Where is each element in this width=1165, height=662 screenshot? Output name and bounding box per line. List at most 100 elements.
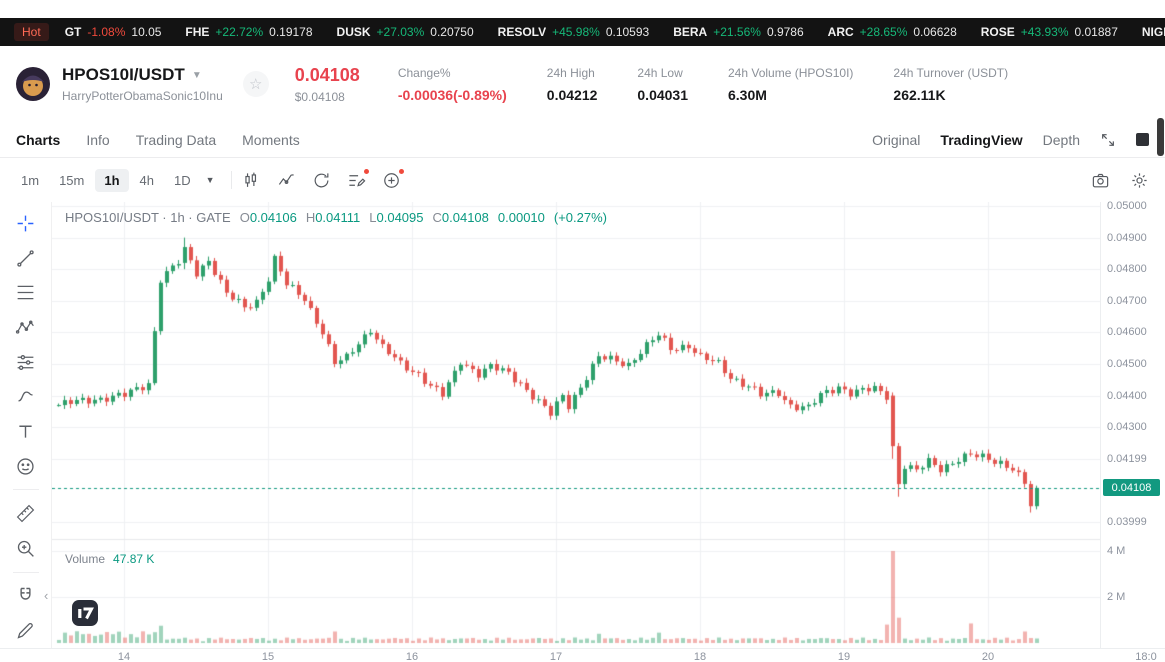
stat-24h-high: 24h High 0.04212 — [547, 66, 598, 103]
prediction-tool-icon[interactable] — [9, 345, 43, 380]
pencil-tool-icon[interactable] — [9, 613, 43, 648]
ticker-change: +22.72% — [215, 25, 264, 39]
price-axis-tick: 0.04900 — [1107, 231, 1147, 244]
pair-dropdown-icon[interactable]: ▼ — [191, 69, 202, 81]
toolbar-divider — [230, 171, 232, 189]
interval-1h[interactable]: 1h — [95, 168, 129, 192]
time-axis-tick: 18 — [693, 651, 707, 662]
ticker-item-gt[interactable]: GT -1.08% 10.05 — [65, 25, 162, 39]
interval-dropdown-icon[interactable]: ▼ — [205, 175, 215, 185]
time-axis-tick: 20 — [981, 651, 995, 662]
ticker-item-night[interactable]: NIGHT+11.70%0.0621 — [1142, 25, 1165, 39]
stat-24h-low: 24h Low 0.04031 — [637, 66, 688, 103]
interval-15m[interactable]: 15m — [59, 172, 85, 188]
stat-24h-turnover-usdt-: 24h Turnover (USDT) 262.11K — [893, 66, 1008, 103]
coin-logo — [16, 67, 50, 101]
ticker-symbol: RESOLV — [497, 25, 547, 39]
ticker-price: 0.20750 — [430, 25, 474, 39]
magnet-tool-icon[interactable] — [9, 579, 43, 614]
camera-icon[interactable] — [1091, 171, 1110, 190]
ticker-change: +45.98% — [552, 25, 600, 39]
ticker-symbol: DUSK — [336, 25, 371, 39]
crosshair-tool-icon[interactable] — [9, 206, 43, 241]
stat-value: 6.30M — [728, 86, 767, 103]
tab-info[interactable]: Info — [86, 131, 110, 148]
emoji-tool-icon[interactable] — [9, 449, 43, 484]
favorite-star-icon[interactable]: ☆ — [242, 71, 269, 97]
indicators-icon[interactable] — [277, 171, 296, 190]
time-axis[interactable]: 14 15 16 17 18 19 20 18:0 — [0, 648, 1165, 662]
stat-label: 24h Low — [637, 65, 683, 80]
tabs-right: Original TradingView Depth — [872, 132, 1149, 148]
fullscreen-icon[interactable] — [1100, 132, 1116, 148]
price-axis-tick: 0.03999 — [1107, 516, 1147, 529]
ticker-item-fhe[interactable]: FHE +22.72% 0.19178 — [185, 25, 312, 39]
tabs-left: Charts Info Trading Data Moments — [16, 132, 300, 148]
toolbar-icons — [242, 168, 404, 190]
trend-line-tool-icon[interactable] — [9, 241, 43, 276]
chart-mode-tradingview[interactable]: TradingView — [940, 131, 1023, 148]
order-settings-icon[interactable] — [347, 168, 369, 190]
stat-label: 24h Turnover (USDT) — [893, 65, 1009, 80]
tab-charts[interactable]: Charts — [16, 131, 61, 148]
stats-row: Change% -0.00036(-0.89%) 24h High 0.04212 24… — [398, 66, 1008, 103]
layout-square-icon[interactable] — [1136, 133, 1149, 146]
pair-block: HPOS10I/USDT ▼ HarryPotterObamaSonic10In… — [62, 65, 223, 103]
chart-toolbar: 1m 15m 1h 4h 1D ▼ — [0, 158, 1165, 202]
ticker-symbol: ROSE — [980, 25, 1015, 39]
price-axis-tick: 0.05000 — [1107, 200, 1147, 212]
tab-moments[interactable]: Moments — [242, 131, 300, 148]
notification-dot — [363, 168, 369, 174]
time-axis-tick: 19 — [837, 651, 851, 662]
price-axis-tick: 0.04500 — [1107, 358, 1147, 370]
gear-icon[interactable] — [1130, 171, 1149, 190]
price-axis-tick: 0.04700 — [1107, 294, 1147, 307]
pair-name: HPOS10I/USDT — [62, 65, 185, 84]
stat-value: -0.00036(-0.89%) — [397, 86, 507, 103]
tab-trading-data[interactable]: Trading Data — [135, 131, 217, 148]
scrollbar-thumb[interactable] — [1157, 118, 1164, 156]
interval-1m[interactable]: 1m — [21, 172, 40, 188]
ticker-change: +43.93% — [1020, 25, 1069, 39]
stat-value: 0.04212 — [546, 86, 598, 103]
drawing-toolbar-collapse-icon[interactable]: ‹ — [44, 588, 49, 603]
interval-4h[interactable]: 4h — [139, 172, 154, 188]
pattern-tool-icon[interactable] — [9, 310, 43, 345]
chart-mode-depth[interactable]: Depth — [1042, 131, 1080, 148]
tradingview-logo[interactable] — [72, 600, 98, 626]
text-tool-icon[interactable] — [9, 414, 43, 449]
stat-value: 0.04031 — [637, 86, 688, 103]
drawing-toolbar — [0, 202, 52, 648]
nav-tabs: Charts Info Trading Data Moments Original Tr… — [0, 122, 1165, 158]
ticker-item-bera[interactable]: BERA +21.56% 0.9786 — [673, 25, 803, 39]
volume-label: Volume — [65, 552, 106, 566]
zoom-tool-icon[interactable] — [9, 531, 43, 566]
interval-1d[interactable]: 1D — [174, 172, 191, 188]
ticker-item-dusk[interactable]: DUSK +27.03% 0.20750 — [337, 25, 474, 39]
legend-title: HPOS10I/USDT · 1h · GATE — [65, 210, 231, 225]
chart-region: HPOS10I/USDT · 1h · GATE O0.04106 H0.041… — [0, 200, 1165, 648]
volume-axis-tick: 2 M — [1107, 591, 1126, 603]
candlestick-canvas[interactable] — [52, 202, 1100, 648]
fib-retracement-tool-icon[interactable] — [9, 275, 43, 310]
tool-group-divider — [12, 489, 39, 491]
price-axis-tick: 0.04400 — [1107, 389, 1147, 402]
last-price-usd: $0.04108 — [294, 89, 345, 104]
add-circle-icon[interactable] — [382, 168, 404, 190]
ticker-item-resolv[interactable]: RESOLV +45.98% 0.10593 — [498, 25, 650, 39]
brush-tool-icon[interactable] — [9, 379, 43, 414]
price-block: 0.04108 $0.04108 — [295, 65, 360, 104]
price-axis[interactable]: 0.05000 0.04900 0.04800 0.04700 0.04600 0.045… — [1100, 200, 1165, 648]
ticker-price: 0.9786 — [766, 25, 804, 39]
chart-plot[interactable]: HPOS10I/USDT · 1h · GATE O0.04106 H0.041… — [52, 202, 1100, 648]
ruler-tool-icon[interactable] — [9, 496, 43, 531]
time-axis-tick: 15 — [261, 651, 275, 662]
ticker-item-arc[interactable]: ARC +28.65% 0.06628 — [828, 25, 957, 39]
chart-style-icon[interactable] — [242, 171, 261, 190]
ticker-item-rose[interactable]: ROSE +43.93% 0.01887 — [981, 25, 1118, 39]
volume-axis-tick: 4 M — [1107, 545, 1126, 557]
ticker-change: +21.56% — [713, 25, 761, 39]
chart-mode-original[interactable]: Original — [872, 131, 921, 148]
refresh-icon[interactable] — [312, 171, 331, 190]
interval-group: 1m 15m 1h 4h 1D — [12, 168, 200, 192]
